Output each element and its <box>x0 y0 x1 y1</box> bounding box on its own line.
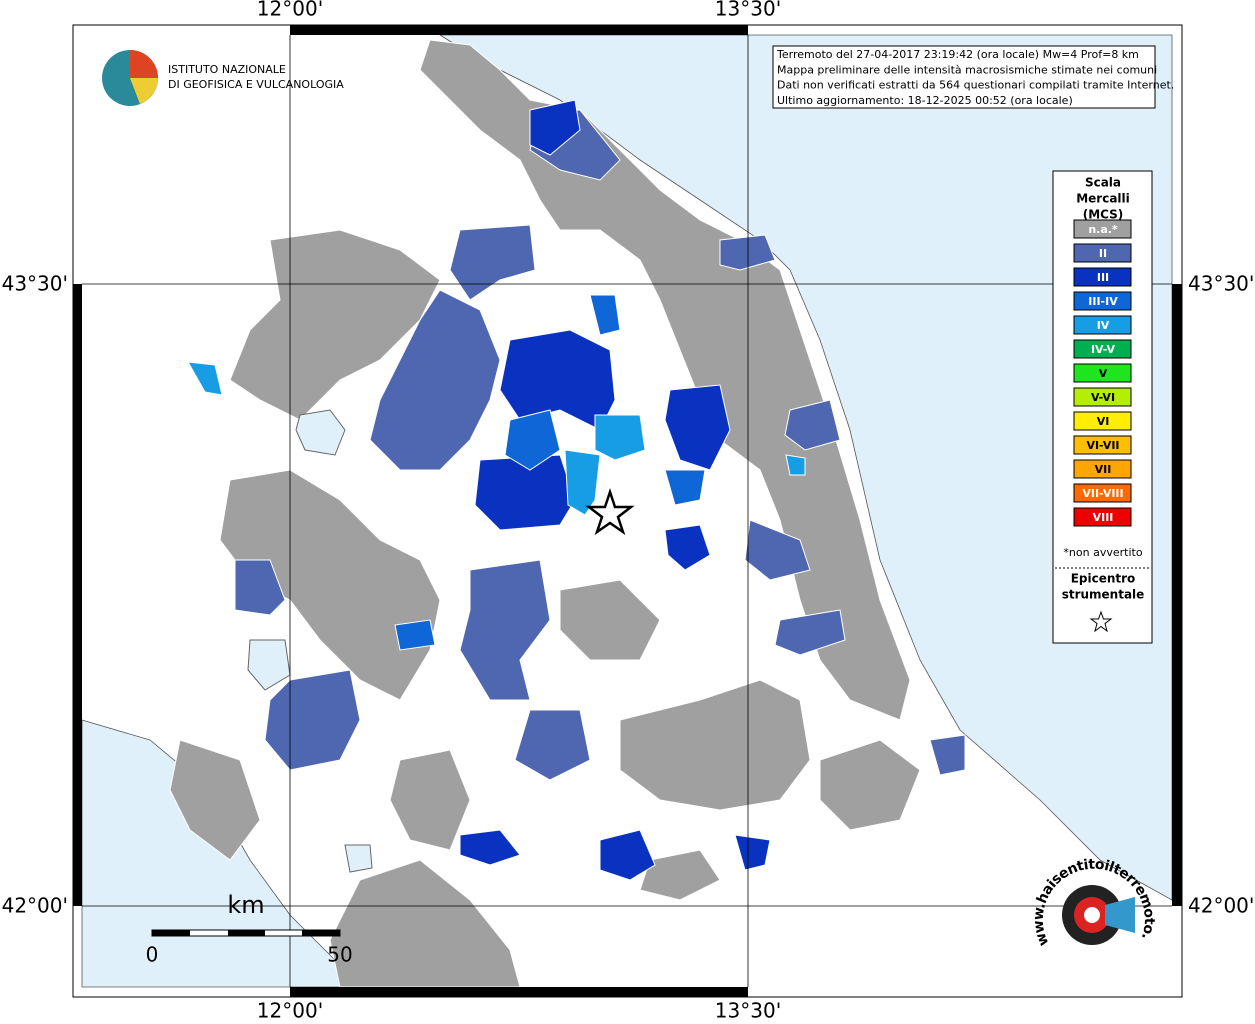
legend-swatch <box>1073 315 1132 335</box>
info-line: Ultimo aggiornamento: 18-12-2025 00:52 (… <box>777 94 1073 107</box>
logo-text: ISTITUTO NAZIONALE <box>168 63 286 76</box>
lon-label: 13°30' <box>715 0 781 21</box>
legend-label: II <box>1099 247 1107 260</box>
legend-label: III <box>1097 271 1109 284</box>
logo: ISTITUTO NAZIONALE DI GEOFISICA E VULCAN… <box>102 50 344 106</box>
info-line: Mappa preliminare delle intensità macros… <box>777 63 1157 76</box>
legend-title: Scala <box>1085 176 1121 190</box>
scale-label: 0 <box>146 943 159 967</box>
frame-bars <box>73 25 1182 997</box>
legend-label: VIII <box>1093 511 1114 524</box>
lon-label: 12°00' <box>257 0 323 21</box>
scale-label: 50 <box>327 943 352 967</box>
legend-title: (MCS) <box>1083 208 1124 222</box>
legend-label: IV <box>1097 319 1110 332</box>
lat-label: 42°00' <box>2 894 68 918</box>
lon-label: 13°30' <box>715 999 781 1023</box>
legend-label: VI <box>1097 415 1110 428</box>
legend-swatch <box>1073 339 1132 359</box>
legend-swatch <box>1073 387 1132 407</box>
legend-star <box>1089 610 1113 633</box>
legend-swatch <box>1073 363 1132 383</box>
legend-label: VII-VIII <box>1082 487 1123 500</box>
legend: ScalaMercalli(MCS)n.a.*IIIIIIII-IVIVIV-V… <box>1055 176 1150 633</box>
legend-label: III-IV <box>1088 295 1118 308</box>
legend-title: Mercalli <box>1076 192 1130 206</box>
legend-swatch <box>1073 435 1132 455</box>
legend-label: IV-V <box>1091 343 1116 356</box>
legend-swatch <box>1073 243 1132 263</box>
legend-swatch <box>1073 291 1132 311</box>
epicenter <box>585 488 635 536</box>
legend-swatch <box>1073 219 1132 239</box>
legend-label: n.a.* <box>1088 223 1118 236</box>
legend-swatch <box>1073 483 1132 503</box>
legend-swatch <box>1073 459 1132 479</box>
lat-label: 43°30' <box>1188 272 1254 296</box>
graticule <box>82 35 1172 987</box>
legend-epicenter: strumentale <box>1062 588 1145 602</box>
lat-label: 42°00' <box>1188 894 1254 918</box>
info-box <box>772 45 1156 109</box>
lon-label: 12°00' <box>257 999 323 1023</box>
logo-text: DI GEOFISICA E VULCANOLOGIA <box>168 78 344 91</box>
info-line: Dati non verificati estratti da 564 ques… <box>777 79 1174 92</box>
info-text: Terremoto del 27-04-2017 23:19:42 (ora l… <box>776 48 1174 107</box>
legend-epicenter: Epicentro <box>1071 572 1136 586</box>
legend-label: V-VI <box>1091 391 1115 404</box>
municipalities <box>169 39 966 988</box>
legend-label: VI-VII <box>1086 439 1119 452</box>
legend-swatch <box>1073 411 1132 431</box>
info-line: Terremoto del 27-04-2017 23:19:42 (ora l… <box>776 48 1139 61</box>
scale-unit: km <box>227 891 264 919</box>
legend-label: V <box>1099 367 1108 380</box>
lat-label: 43°30' <box>2 272 68 296</box>
scale-bar: km 0 50 <box>146 891 353 967</box>
legend-footnote: *non avvertito <box>1063 546 1142 559</box>
legend-swatch <box>1073 507 1132 527</box>
legend-swatch <box>1073 267 1132 287</box>
legend-label: VII <box>1095 463 1112 476</box>
